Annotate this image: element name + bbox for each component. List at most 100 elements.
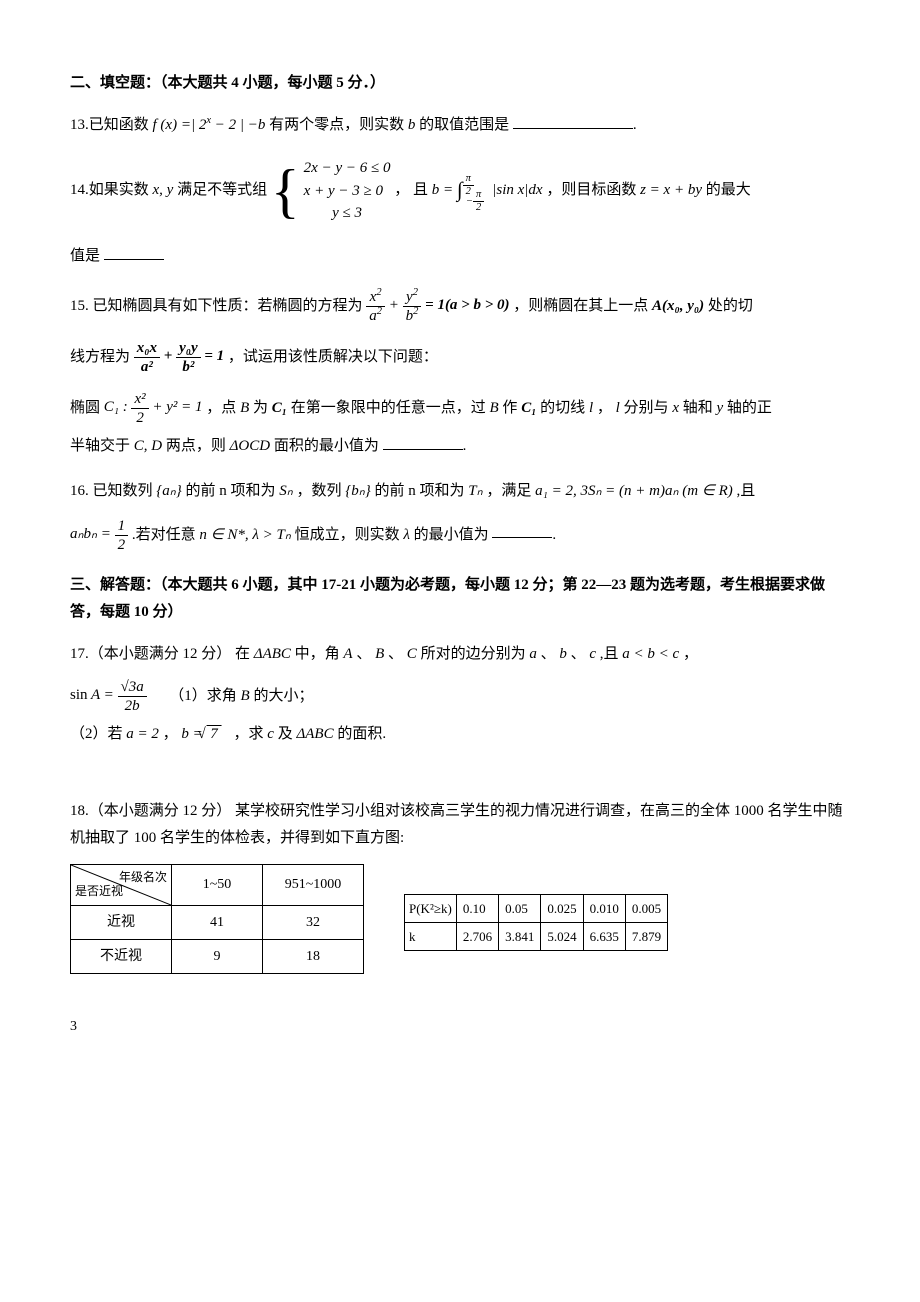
text: ,且 xyxy=(737,483,756,499)
text: ，求 xyxy=(234,726,268,742)
period: . xyxy=(633,117,637,133)
text: 的切线 xyxy=(540,399,589,415)
inequality-system: { 2x − y − 6 ≤ 0 x + y − 3 ≥ 0 y ≤ 3 xyxy=(271,157,391,225)
nN: n ∈ N*, λ > Tₙ xyxy=(199,526,291,542)
text: ， 且 xyxy=(394,182,432,198)
A: A xyxy=(343,646,352,662)
text: ,且 xyxy=(600,646,623,662)
problem-18: 18.（本小题满分 12 分） 某学校研究性学习小组对该校高三学生的视力情况进行… xyxy=(70,798,850,974)
cell: 6.635 xyxy=(583,922,625,950)
c: c xyxy=(267,726,274,742)
C1: C₁ xyxy=(272,399,287,415)
text: ， xyxy=(597,399,616,415)
Sn: Sₙ xyxy=(279,483,292,499)
Tn: Tₙ xyxy=(468,483,482,499)
text: 面积的最小值为 xyxy=(274,438,379,454)
cell: 32 xyxy=(263,905,364,939)
problem-13: 13.已知函数 f (x) =| 2x − 2 | −b 有两个零点，则实数 b… xyxy=(70,112,850,139)
text: 的面积. xyxy=(337,726,386,742)
text: 的最大 xyxy=(706,182,751,198)
diag-header: 年级名次 是否近视 xyxy=(71,864,172,905)
cell: 18 xyxy=(263,939,364,973)
ellipse-eq: x2a2 + y2b2 = 1(a > b > 0) xyxy=(366,297,513,313)
text: 满足不等式组 xyxy=(177,182,271,198)
q1: （1）求角 xyxy=(169,687,240,703)
lambda: λ xyxy=(403,526,410,542)
OCD: ΔOCD xyxy=(230,438,270,454)
text: 两点，则 xyxy=(166,438,230,454)
section-2-title: 二、填空题：（本大题共 4 小题，每小题 5 分．） xyxy=(70,70,850,97)
col-header: 1~50 xyxy=(172,864,263,905)
c: c xyxy=(589,646,596,662)
period: . xyxy=(463,438,467,454)
a: a xyxy=(529,646,537,662)
b7: b = 7 √ xyxy=(181,726,221,742)
row-header: k xyxy=(405,922,457,950)
row-header: P(K²≥k) xyxy=(405,894,457,922)
problem-17: 17.（本小题满分 12 分） 在 ΔABC 中，角 A 、 B 、 C 所对的… xyxy=(70,641,850,748)
a2: a = 2 xyxy=(126,726,159,742)
eq: a₁ = 2, 3Sₙ = (n + m)aₙ (m ∈ R) xyxy=(535,483,733,499)
text: ，则椭圆在其上一点 xyxy=(513,297,652,313)
point-A: A(x₀, y₀) xyxy=(652,297,704,313)
constraint-3: y ≤ 3 xyxy=(304,202,391,225)
blank xyxy=(104,244,164,260)
text: 作 xyxy=(502,399,521,415)
text: 、 xyxy=(541,646,556,662)
eq2: aₙbₙ = 12 xyxy=(70,526,132,542)
B: B xyxy=(240,399,249,415)
text: ，满足 xyxy=(486,483,535,499)
cell: 0.05 xyxy=(499,894,541,922)
constraint-1: 2x − y − 6 ≤ 0 xyxy=(304,157,391,180)
l: l xyxy=(616,399,620,415)
text: 恒成立，则实数 xyxy=(295,526,404,542)
b: b xyxy=(559,646,567,662)
problem-15: 15. 已知椭圆具有如下性质：若椭圆的方程为 x2a2 + y2b2 = 1(a… xyxy=(70,288,850,460)
sinA-eq: sin A = √3a2b xyxy=(70,687,151,703)
text: 有两个零点，则实数 xyxy=(269,117,408,133)
blank xyxy=(513,113,633,129)
CD: C, D xyxy=(134,438,162,454)
text: 轴和 xyxy=(683,399,717,415)
period: . xyxy=(552,526,556,542)
problem-14: 14.如果实数 x, y 满足不等式组 { 2x − y − 6 ≤ 0 x +… xyxy=(70,157,850,270)
text: ， xyxy=(163,726,182,742)
text: 及 xyxy=(278,726,297,742)
table-row: P(K²≥k) 0.10 0.05 0.025 0.010 0.005 xyxy=(405,894,668,922)
tangent-eq: x₀xa² + y₀yb² = 1 xyxy=(134,348,228,364)
text: 为 xyxy=(253,399,272,415)
col-header: 951~1000 xyxy=(263,864,364,905)
constraint-2: x + y − 3 ≥ 0 xyxy=(304,180,391,203)
text: ，点 xyxy=(206,399,240,415)
row-header: 不近视 xyxy=(71,939,172,973)
table-row: 近视 41 32 xyxy=(71,905,364,939)
text: 中，角 xyxy=(295,646,340,662)
an: {aₙ} xyxy=(156,483,181,499)
text: 的最小值为 xyxy=(414,526,489,542)
text: 、 xyxy=(571,646,586,662)
cell: 3.841 xyxy=(499,922,541,950)
text: 的取值范围是 xyxy=(419,117,509,133)
var-b: b xyxy=(408,117,416,133)
table-row: k 2.706 3.841 5.024 6.635 7.879 xyxy=(405,922,668,950)
text: 值是 xyxy=(70,248,100,264)
text: 16. 已知数列 xyxy=(70,483,156,499)
text: ，则目标函数 xyxy=(546,182,640,198)
var-xy: x, y xyxy=(153,182,174,198)
cell: 0.10 xyxy=(456,894,498,922)
cell: 0.025 xyxy=(541,894,583,922)
text: ，数列 xyxy=(297,483,346,499)
text: 在第一象限中的任意一点，过 xyxy=(291,399,490,415)
contingency-table: 年级名次 是否近视 1~50 951~1000 近视 41 32 不近视 9 1… xyxy=(70,864,364,974)
q2: （2）若 xyxy=(70,726,126,742)
cell: 41 xyxy=(172,905,263,939)
l: l xyxy=(589,399,593,415)
text: 轴的正 xyxy=(727,399,772,415)
table-row: 年级名次 是否近视 1~50 951~1000 xyxy=(71,864,364,905)
y: y xyxy=(717,399,724,415)
problem-16: 16. 已知数列 {aₙ} 的前 n 项和为 Sₙ ，数列 {bₙ} 的前 n … xyxy=(70,478,850,554)
B: B xyxy=(490,399,499,415)
text: 线方程为 xyxy=(70,348,134,364)
table-row: 不近视 9 18 xyxy=(71,939,364,973)
cell: 9 xyxy=(172,939,263,973)
